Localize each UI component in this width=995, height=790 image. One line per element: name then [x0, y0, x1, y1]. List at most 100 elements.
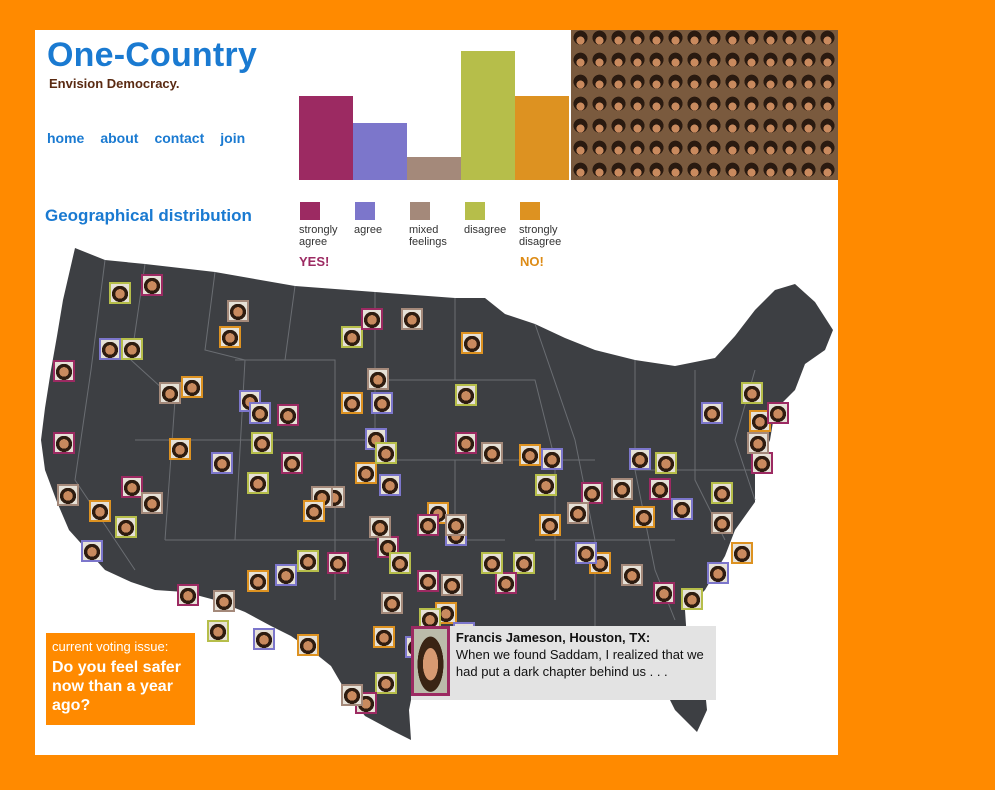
voter-marker[interactable] [251, 432, 273, 454]
voter-photo-icon[interactable] [513, 552, 535, 574]
nav-join[interactable]: join [220, 130, 246, 146]
voter-photo-icon[interactable] [367, 368, 389, 390]
voter-marker[interactable] [767, 402, 789, 424]
voter-marker[interactable] [369, 516, 391, 538]
voter-marker[interactable] [621, 564, 643, 586]
voter-marker[interactable] [513, 552, 535, 574]
voter-photo-icon[interactable] [747, 432, 769, 454]
voter-photo-icon[interactable] [495, 572, 517, 594]
voter-photo-icon[interactable] [169, 438, 191, 460]
voter-photo-icon[interactable] [249, 402, 271, 424]
voter-photo-icon[interactable] [417, 514, 439, 536]
voter-photo-icon[interactable] [671, 498, 693, 520]
voter-photo-icon[interactable] [567, 502, 589, 524]
voter-marker[interactable] [297, 550, 319, 572]
voter-photo-icon[interactable] [247, 570, 269, 592]
voter-photo-icon[interactable] [621, 564, 643, 586]
voter-marker[interactable] [731, 542, 753, 564]
voter-photo-icon[interactable] [535, 474, 557, 496]
voter-photo-icon[interactable] [629, 448, 651, 470]
current-voting-issue[interactable]: current voting issue: Do you feel safer … [46, 633, 195, 725]
voter-marker[interactable] [681, 588, 703, 610]
voter-marker[interactable] [115, 516, 137, 538]
voter-marker[interactable] [247, 570, 269, 592]
voter-marker[interactable] [219, 326, 241, 348]
voter-marker[interactable] [481, 442, 503, 464]
voter-photo-icon[interactable] [89, 500, 111, 522]
voter-photo-icon[interactable] [381, 592, 403, 614]
voter-marker[interactable] [389, 552, 411, 574]
voter-marker[interactable] [455, 384, 477, 406]
voter-photo-icon[interactable] [361, 308, 383, 330]
voter-marker[interactable] [367, 368, 389, 390]
voter-marker[interactable] [141, 274, 163, 296]
voter-photo-icon[interactable] [481, 442, 503, 464]
voter-marker[interactable] [567, 502, 589, 524]
voter-photo-icon[interactable] [375, 442, 397, 464]
voter-marker[interactable] [539, 514, 561, 536]
voter-marker[interactable] [177, 584, 199, 606]
voter-marker[interactable] [401, 308, 423, 330]
voter-marker[interactable] [213, 590, 235, 612]
voter-photo-icon[interactable] [141, 274, 163, 296]
voter-marker[interactable] [277, 404, 299, 426]
voter-marker[interactable] [109, 282, 131, 304]
voter-marker[interactable] [751, 452, 773, 474]
voter-photo-icon[interactable] [181, 376, 203, 398]
voter-marker[interactable] [53, 432, 75, 454]
voter-photo-icon[interactable] [253, 628, 275, 650]
voter-photo-icon[interactable] [653, 582, 675, 604]
voter-marker[interactable] [649, 478, 671, 500]
voter-marker[interactable] [341, 326, 363, 348]
voter-marker[interactable] [541, 448, 563, 470]
voter-photo-icon[interactable] [539, 514, 561, 536]
voter-photo-icon[interactable] [57, 484, 79, 506]
voter-marker[interactable] [581, 482, 603, 504]
voter-photo-icon[interactable] [379, 474, 401, 496]
voter-marker[interactable] [341, 684, 363, 706]
voter-marker[interactable] [99, 338, 121, 360]
voter-marker[interactable] [181, 376, 203, 398]
voter-marker[interactable] [495, 572, 517, 594]
voter-marker[interactable] [169, 438, 191, 460]
voter-marker[interactable] [379, 474, 401, 496]
voter-photo-icon[interactable] [701, 402, 723, 424]
voter-photo-icon[interactable] [213, 590, 235, 612]
voter-marker[interactable] [381, 592, 403, 614]
voter-photo-icon[interactable] [207, 620, 229, 642]
voter-photo-icon[interactable] [633, 506, 655, 528]
voter-photo-icon[interactable] [655, 452, 677, 474]
voter-photo-icon[interactable] [611, 478, 633, 500]
voter-photo-icon[interactable] [681, 588, 703, 610]
voter-photo-icon[interactable] [375, 672, 397, 694]
voter-marker[interactable] [653, 582, 675, 604]
voter-marker[interactable] [747, 432, 769, 454]
voter-photo-icon[interactable] [277, 404, 299, 426]
voter-marker[interactable] [701, 402, 723, 424]
voter-marker[interactable] [481, 552, 503, 574]
voter-photo-icon[interactable] [369, 516, 391, 538]
voter-photo-icon[interactable] [297, 550, 319, 572]
voter-marker[interactable] [371, 392, 393, 414]
voter-photo-icon[interactable] [121, 476, 143, 498]
voter-marker[interactable] [53, 360, 75, 382]
voter-marker[interactable] [249, 402, 271, 424]
voter-photo-icon[interactable] [575, 542, 597, 564]
voter-marker[interactable] [327, 552, 349, 574]
voter-photo-icon[interactable] [445, 514, 467, 536]
voter-photo-icon[interactable] [99, 338, 121, 360]
voter-photo-icon[interactable] [303, 500, 325, 522]
voter-marker[interactable] [303, 500, 325, 522]
voter-photo-icon[interactable] [481, 552, 503, 574]
voter-photo-icon[interactable] [251, 432, 273, 454]
voter-photo-icon[interactable] [751, 452, 773, 474]
voter-photo-icon[interactable] [141, 492, 163, 514]
voter-marker[interactable] [707, 562, 729, 584]
voter-marker[interactable] [275, 564, 297, 586]
voter-photo-icon[interactable] [455, 432, 477, 454]
voter-photo-icon[interactable] [461, 332, 483, 354]
voter-photo-icon[interactable] [541, 448, 563, 470]
voter-photo-icon[interactable] [417, 570, 439, 592]
voter-marker[interactable] [671, 498, 693, 520]
voter-photo-icon[interactable] [581, 482, 603, 504]
